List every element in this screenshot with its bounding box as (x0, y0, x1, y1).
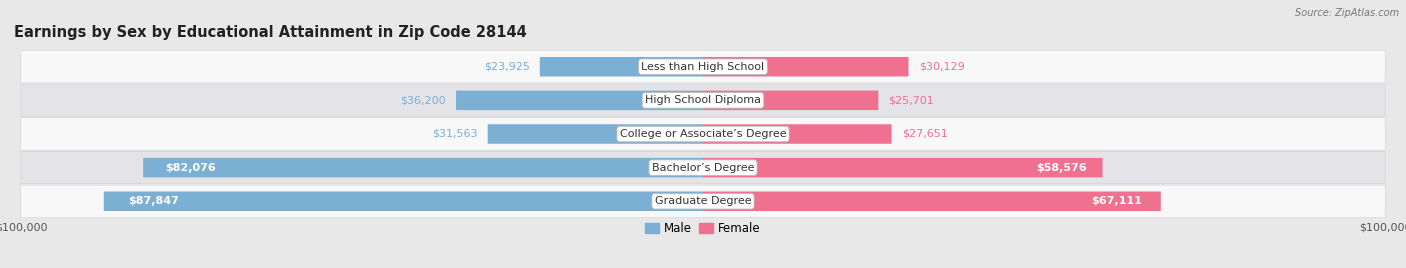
Text: $31,563: $31,563 (432, 129, 478, 139)
FancyBboxPatch shape (703, 192, 1161, 211)
FancyBboxPatch shape (21, 151, 1385, 184)
Text: $25,701: $25,701 (889, 95, 935, 105)
FancyBboxPatch shape (21, 118, 1385, 150)
Text: Bachelor’s Degree: Bachelor’s Degree (652, 163, 754, 173)
Text: $23,925: $23,925 (484, 62, 530, 72)
Text: $58,576: $58,576 (1036, 163, 1087, 173)
Text: $82,076: $82,076 (166, 163, 217, 173)
FancyBboxPatch shape (21, 185, 1385, 217)
Text: $36,200: $36,200 (401, 95, 446, 105)
FancyBboxPatch shape (21, 51, 1385, 83)
FancyBboxPatch shape (540, 57, 703, 76)
Text: Earnings by Sex by Educational Attainment in Zip Code 28144: Earnings by Sex by Educational Attainmen… (14, 25, 527, 40)
FancyBboxPatch shape (456, 91, 703, 110)
Text: High School Diploma: High School Diploma (645, 95, 761, 105)
FancyBboxPatch shape (703, 124, 891, 144)
FancyBboxPatch shape (703, 91, 879, 110)
Text: Graduate Degree: Graduate Degree (655, 196, 751, 206)
Text: Less than High School: Less than High School (641, 62, 765, 72)
FancyBboxPatch shape (104, 192, 703, 211)
FancyBboxPatch shape (703, 57, 908, 76)
Text: Source: ZipAtlas.com: Source: ZipAtlas.com (1295, 8, 1399, 18)
FancyBboxPatch shape (703, 158, 1102, 177)
FancyBboxPatch shape (143, 158, 703, 177)
Text: $87,847: $87,847 (128, 196, 179, 206)
FancyBboxPatch shape (21, 84, 1385, 117)
FancyBboxPatch shape (488, 124, 703, 144)
Text: $27,651: $27,651 (901, 129, 948, 139)
Legend: Male, Female: Male, Female (641, 217, 765, 240)
Text: College or Associate’s Degree: College or Associate’s Degree (620, 129, 786, 139)
Text: $67,111: $67,111 (1091, 196, 1143, 206)
Text: $30,129: $30,129 (918, 62, 965, 72)
